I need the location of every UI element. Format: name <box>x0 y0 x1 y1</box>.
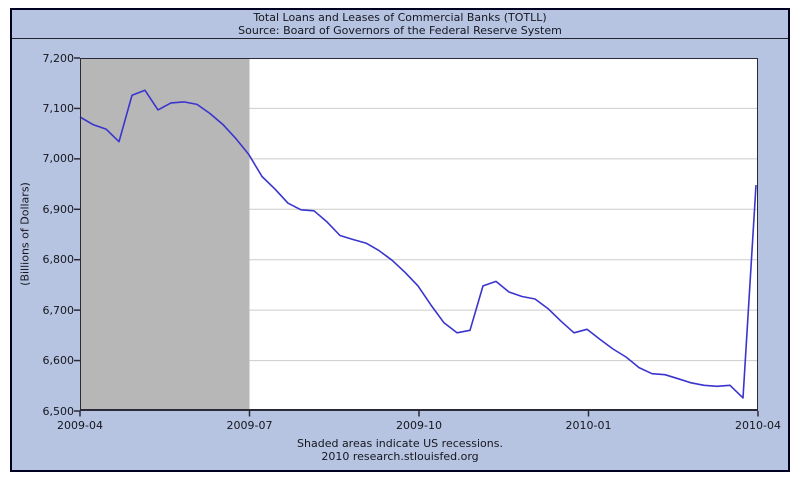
y-tick-label: 6,600 <box>42 354 75 368</box>
x-tick-label: 2009-07 <box>226 419 273 432</box>
chart-footer: Shaded areas indicate US recessions. 201… <box>12 437 788 463</box>
chart-source: Source: Board of Governors of the Federa… <box>238 24 562 37</box>
line-chart <box>74 57 759 417</box>
chart-header: Total Loans and Leases of Commercial Ban… <box>12 10 788 39</box>
x-tick-label: 2010-04 <box>735 419 781 432</box>
y-tick-label: 6,800 <box>42 253 75 267</box>
y-tick-label: 6,900 <box>42 202 75 216</box>
y-tick-label: 6,500 <box>42 404 75 418</box>
y-tick-label: 7,100 <box>42 101 75 115</box>
x-tick-label: 2010-01 <box>565 419 612 432</box>
y-tick-label: 7,000 <box>42 152 75 166</box>
y-axis-title: (Billions of Dollars) <box>18 182 32 286</box>
chart-window: Total Loans and Leases of Commercial Ban… <box>10 8 790 472</box>
y-tick-label: 7,200 <box>42 51 75 65</box>
chart-title: Total Loans and Leases of Commercial Ban… <box>253 11 547 24</box>
footer-branding: 2010 research.stlouisfed.org <box>321 450 479 463</box>
y-tick-label: 6,700 <box>42 303 75 317</box>
x-tick-label: 2009-04 <box>57 419 103 432</box>
footer-note: Shaded areas indicate US recessions. <box>297 437 503 450</box>
x-tick-label: 2009-10 <box>396 419 442 432</box>
plot-area <box>74 57 759 417</box>
